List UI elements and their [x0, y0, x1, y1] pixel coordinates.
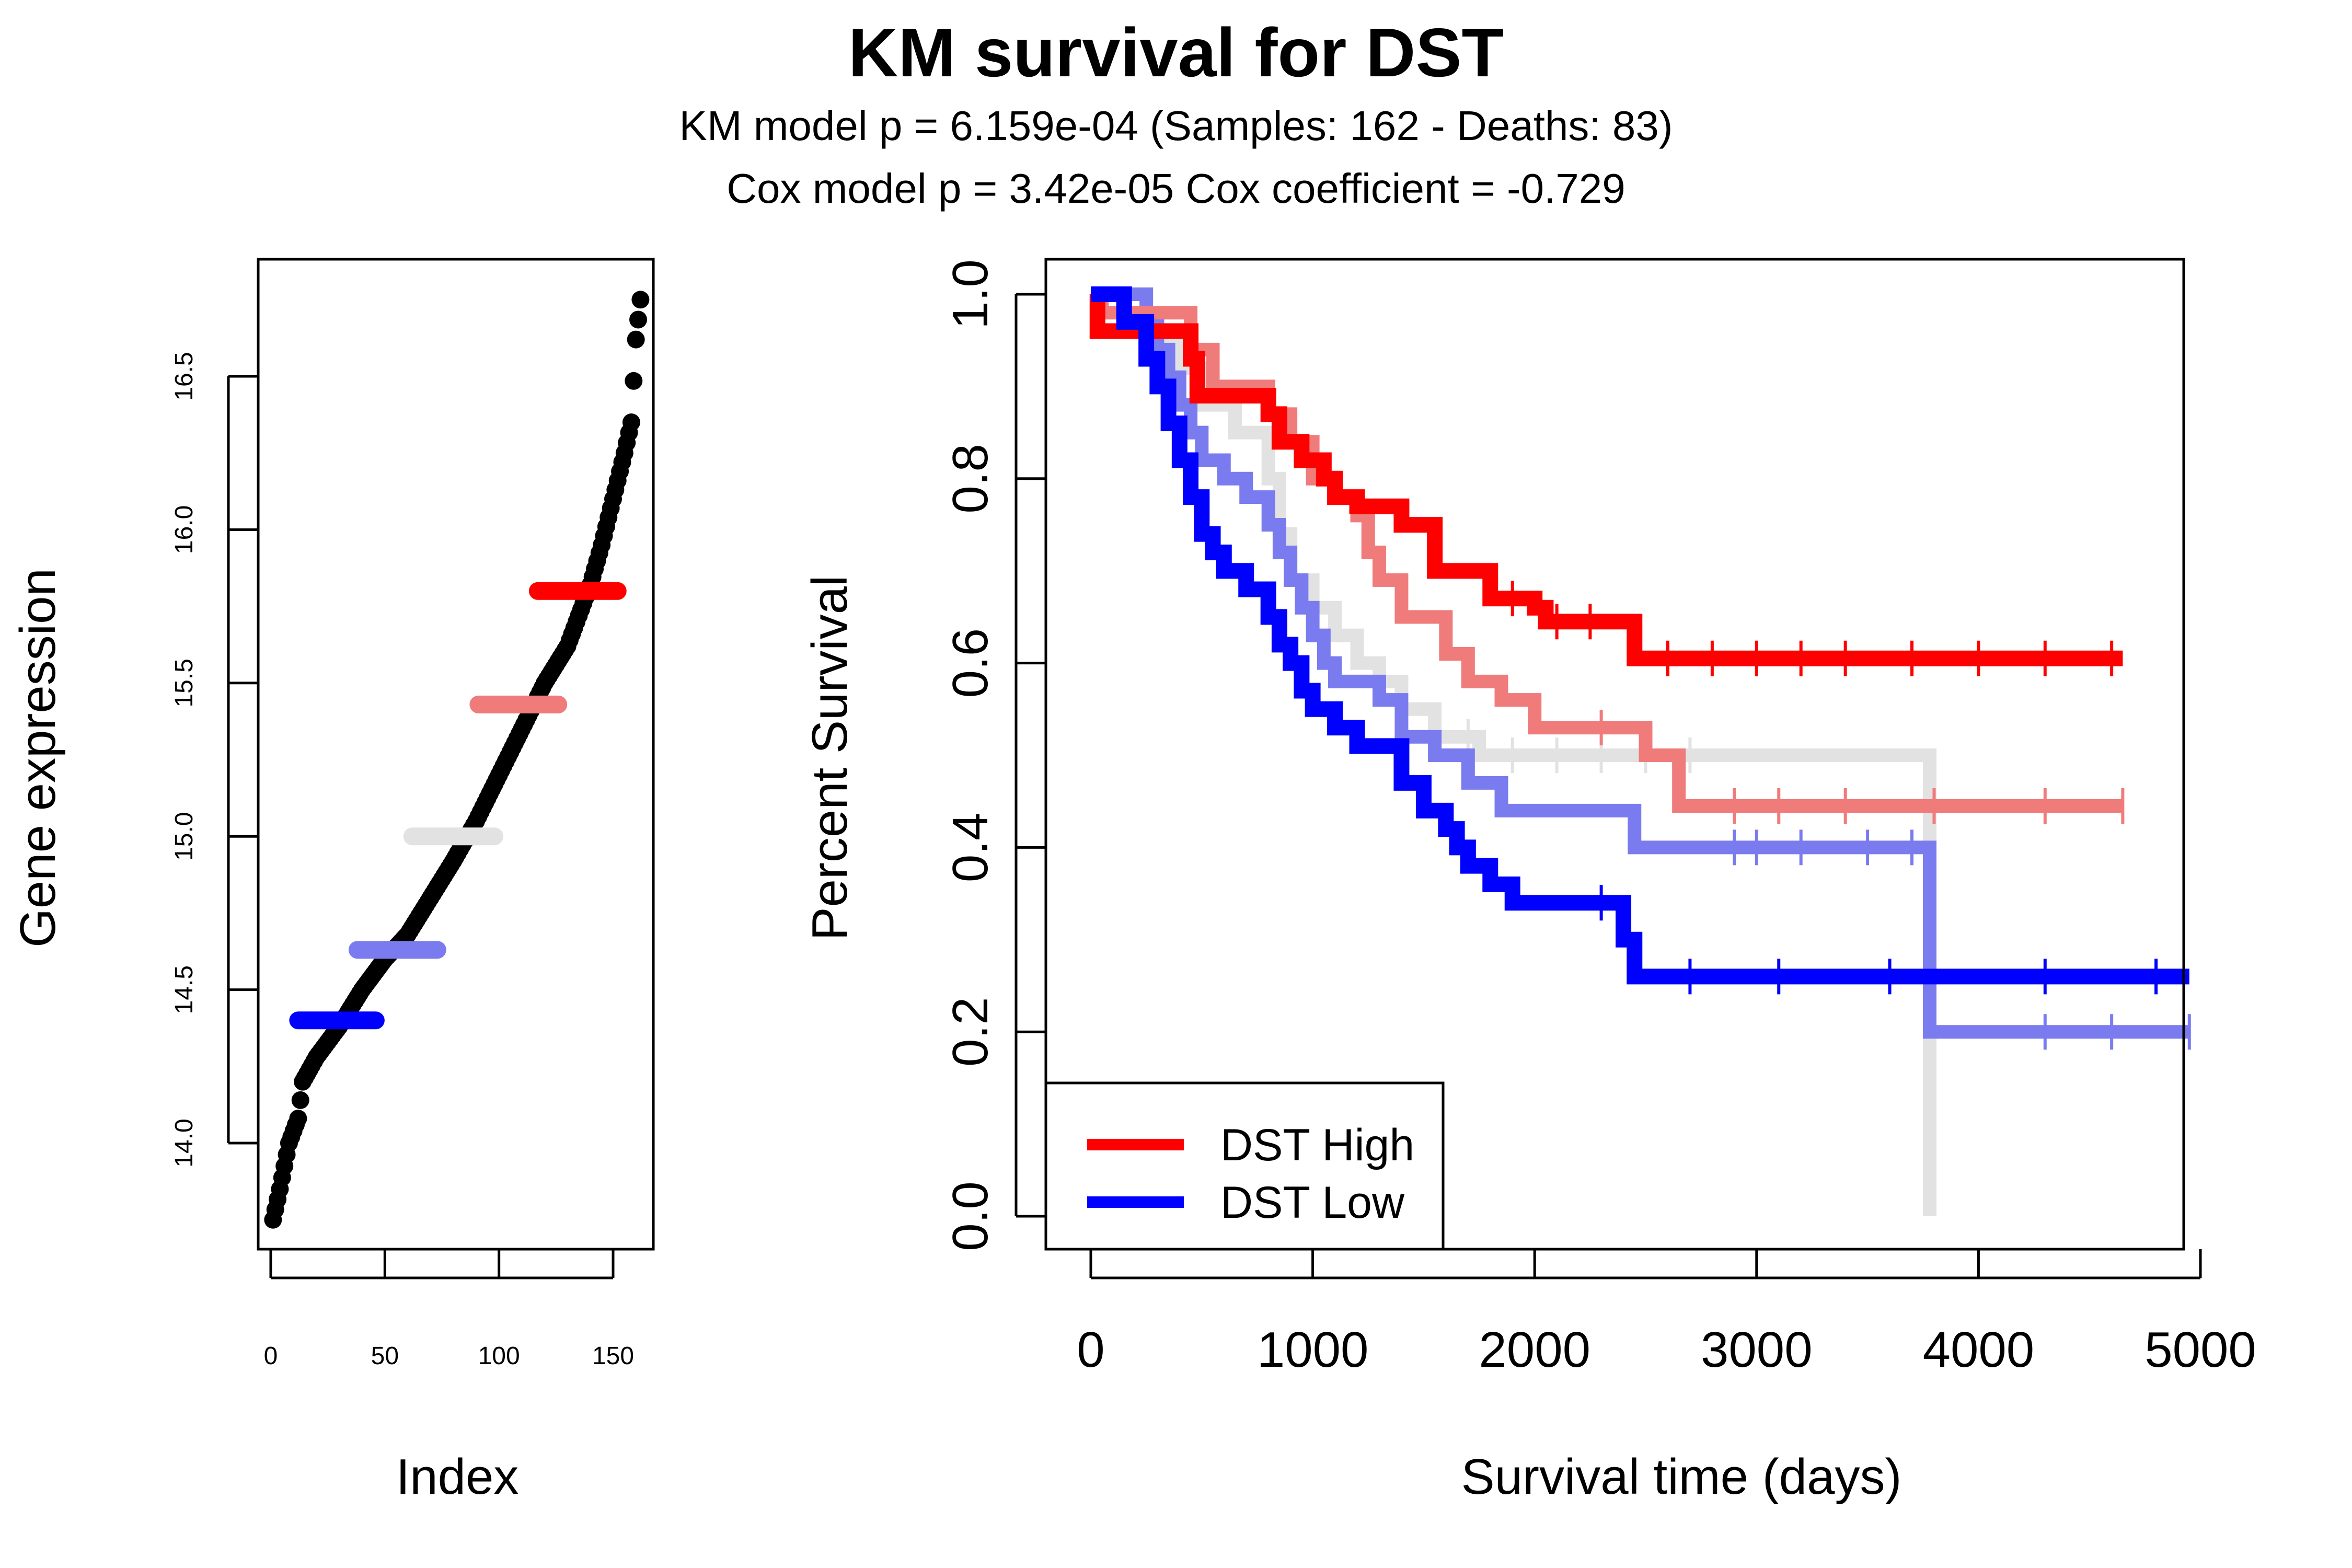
survival-curve-mid_high	[1091, 287, 2123, 813]
survival-y-tick-label: 0.8	[942, 444, 998, 513]
survival-y-tick-label: 1.0	[942, 259, 998, 329]
expression-y-tick-label: 15.0	[170, 812, 198, 860]
survival-y-tick-label: 0.2	[942, 997, 998, 1066]
expression-point	[289, 1110, 307, 1128]
km-model-subtitle: KM model p = 6.159e-04 (Samples: 162 - D…	[679, 102, 1673, 149]
expression-point	[627, 330, 645, 349]
expression-y-tick-label: 16.5	[170, 352, 198, 400]
survival-y-axis-label: Percent Survival	[802, 575, 858, 941]
survival-x-tick-label: 5000	[2145, 1322, 2256, 1378]
survival-curve-mid_low	[1091, 287, 2189, 1039]
expression-plot-frame	[257, 258, 655, 1251]
survival-y-tick-label: 0.4	[942, 813, 998, 882]
expression-x-axis-label: Index	[396, 1449, 519, 1505]
survival-legend: DST High DST Low	[1044, 1081, 1445, 1251]
survival-x-tick-label: 4000	[1923, 1322, 2035, 1378]
expression-x-tick-label: 50	[371, 1342, 399, 1370]
expression-y-tick-label: 14.5	[170, 965, 198, 1014]
expression-x-tick-label: 0	[264, 1342, 278, 1370]
expression-x-tick-label: 100	[478, 1342, 520, 1370]
survival-curve-high	[1089, 286, 2123, 666]
survival-axes: 0 1000 2000 3000 4000 5000 0.0 0.2 0.4 0.6 0.8 1.0	[942, 259, 2256, 1378]
survival-x-tick-label: 3000	[1701, 1322, 1813, 1378]
survival-x-axis-label: Survival time (days)	[1461, 1449, 1902, 1505]
expression-y-tick-label: 14.0	[170, 1119, 198, 1167]
expression-y-tick-label: 15.5	[170, 659, 198, 707]
expression-point	[631, 291, 650, 309]
chart-title: KM survival for DST	[848, 14, 1504, 91]
survival-plot-marks	[1089, 286, 2191, 1216]
expression-point	[291, 1091, 309, 1109]
legend-box	[1044, 1081, 1445, 1251]
survival-y-tick-label: 0.0	[942, 1181, 998, 1251]
survival-x-tick-label: 1000	[1257, 1322, 1369, 1378]
survival-curve-low	[1091, 286, 2189, 985]
cox-model-subtitle: Cox model p = 3.42e-05 Cox coefficient =…	[727, 165, 1625, 212]
expression-y-axis-label: Gene expression	[10, 568, 66, 948]
survival-x-tick-label: 2000	[1479, 1322, 1590, 1378]
expression-point	[629, 310, 648, 329]
expression-point	[625, 372, 643, 390]
expression-plot-marks	[264, 291, 650, 1229]
survival-x-tick-label: 0	[1077, 1322, 1104, 1378]
legend-label-low: DST Low	[1220, 1178, 1405, 1228]
survival-y-tick-label: 0.6	[942, 628, 998, 698]
survival-plot-frame	[1044, 258, 2185, 1251]
expression-axes: 0 50 100 150 14.0 14.5 15.0 15.5 16.0 16.5	[170, 352, 634, 1370]
expression-point	[622, 413, 640, 432]
survival-panel: 0 1000 2000 3000 4000 50000.00.20.40.60.81.0 …	[802, 258, 2256, 1505]
legend-label-high: DST High	[1220, 1120, 1414, 1170]
survival-curve-mid	[1091, 287, 1936, 1216]
expression-x-tick-label: 150	[592, 1342, 634, 1370]
expression-y-tick-label: 16.0	[170, 505, 198, 554]
